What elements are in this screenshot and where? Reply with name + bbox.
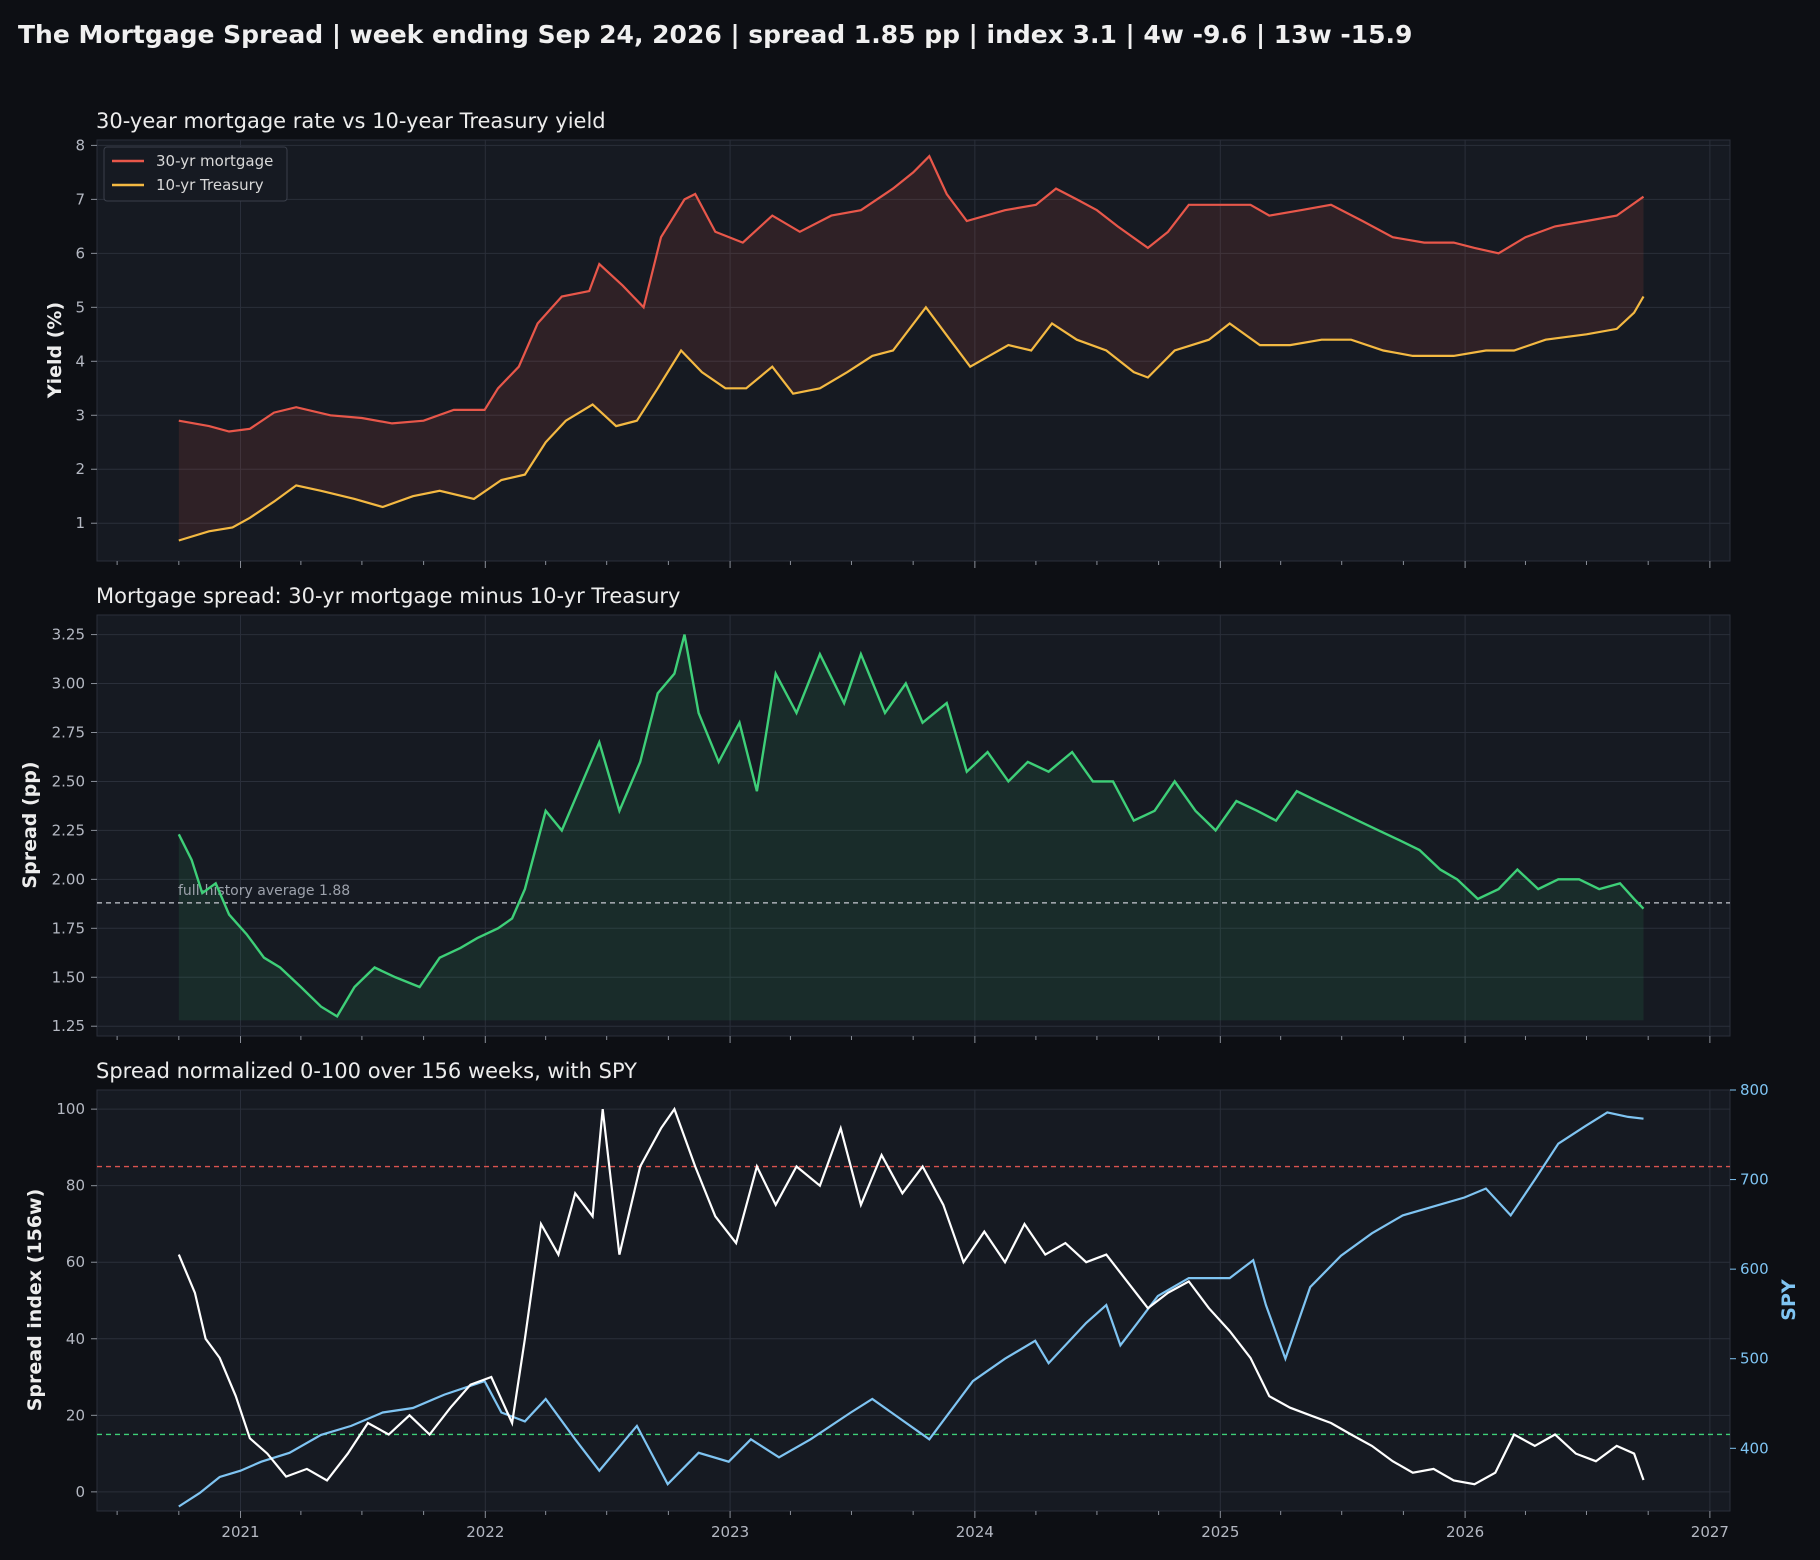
spread-y-tick-label: 2.50	[52, 772, 85, 790]
spread-panel-title: Mortgage spread: 30-yr mortgage minus 10…	[96, 584, 680, 608]
figure-title: The Mortgage Spread | week ending Sep 24…	[18, 20, 1412, 49]
yield-x-ticks	[116, 561, 1711, 568]
yield-gap-fill	[178, 156, 1644, 541]
legend-label-treasury: 10-yr Treasury	[156, 176, 264, 194]
x-tick-label-2025: 2025	[1201, 1523, 1239, 1541]
spread-line	[177, 634, 1645, 1019]
x-tick-label-2026: 2026	[1446, 1523, 1484, 1541]
yield-gap-area	[178, 156, 1644, 541]
spread-plot-area	[96, 614, 1731, 1037]
yield-series	[178, 154, 1645, 542]
yield-y-tick-label: 6	[75, 244, 85, 262]
yield-panel-title: 30-year mortgage rate vs 10-year Treasur…	[96, 109, 606, 133]
yield-legend: 30-yr mortgage 10-yr Treasury	[103, 146, 288, 202]
index-y-ticks: 0 20 40 60 80 100	[56, 1100, 97, 1501]
yield-y-tick-label: 1	[75, 514, 85, 532]
spy-y-axis-label: SPY	[1778, 1279, 1800, 1321]
yield-y-tick-label: 3	[75, 406, 85, 424]
spy-line	[178, 1111, 1644, 1508]
x-tick-label-2024: 2024	[956, 1523, 994, 1541]
yield-y-tick-label: 7	[75, 190, 85, 208]
index-thresholds	[97, 1165, 1730, 1436]
spy-y-tick-label: 600	[1740, 1260, 1769, 1278]
spread-area	[178, 634, 1644, 1021]
spy-y-tick-label: 700	[1740, 1171, 1769, 1189]
spread-y-tick-label: 1.25	[52, 1017, 85, 1035]
x-tick-label-2023: 2023	[711, 1523, 749, 1541]
yield-legend-box	[103, 146, 288, 202]
yield-panel: 30-year mortgage rate vs 10-year Treasur…	[44, 109, 1731, 568]
spy-y-ticks: 400 500 600 700 800	[1730, 1081, 1769, 1457]
yield-y-tick-label: 8	[75, 136, 85, 154]
index-y-tick-label: 0	[75, 1483, 85, 1501]
index-panel-title: Spread normalized 0-100 over 156 weeks, …	[96, 1059, 637, 1083]
index-y-tick-label: 100	[56, 1100, 85, 1118]
yield-plot-area	[96, 139, 1731, 562]
index-series	[177, 1106, 1645, 1508]
yield-y-ticks: 1 2 3 4 5 6 7 8	[75, 136, 97, 532]
yield-y-tick-label: 2	[75, 460, 85, 478]
mortgage-line	[178, 154, 1645, 433]
spread-y-tick-label: 2.00	[52, 870, 85, 888]
spy-y-tick-label: 800	[1740, 1081, 1769, 1099]
spy-y-tick-label: 500	[1740, 1350, 1769, 1368]
spy-y-tick-label: 400	[1740, 1439, 1769, 1457]
x-tick-label-2022: 2022	[466, 1523, 504, 1541]
spread-y-axis-label: Spread (pp)	[19, 761, 41, 888]
spread-grid	[97, 615, 1730, 1036]
x-tick-label-2021: 2021	[221, 1523, 259, 1541]
spread-y-tick-label: 3.00	[52, 675, 85, 693]
spread-y-tick-label: 1.50	[52, 968, 85, 986]
spread-y-tick-label: 2.25	[52, 821, 85, 839]
yield-y-tick-label: 5	[75, 298, 85, 316]
yield-grid	[97, 140, 1730, 561]
index-y-tick-label: 60	[66, 1253, 85, 1271]
spread-y-tick-label: 1.75	[52, 919, 85, 937]
x-tick-label-2027: 2027	[1691, 1523, 1729, 1541]
treasury-line	[178, 295, 1645, 542]
yield-y-tick-label: 4	[75, 352, 85, 370]
spread-panel: Mortgage spread: 30-yr mortgage minus 10…	[19, 584, 1731, 1043]
index-y-tick-label: 80	[66, 1177, 85, 1195]
legend-label-mortgage: 30-yr mortgage	[156, 152, 273, 170]
index-plot-area	[96, 1089, 1731, 1512]
spread-index-line	[177, 1106, 1645, 1486]
index-y-tick-label: 40	[66, 1330, 85, 1348]
index-panel: Spread normalized 0-100 over 156 weeks, …	[24, 1059, 1800, 1541]
spread-area-fill	[178, 634, 1644, 1021]
spread-y-ticks: 1.25 1.50 1.75 2.00 2.25 2.50 2.75 3.00 3.25	[52, 626, 97, 1035]
index-y-axis-label: Spread index (156w)	[24, 1189, 46, 1412]
index-x-ticks: 2021 2022 2023 2024 2025 2026 2027	[116, 1511, 1729, 1541]
spread-series	[177, 634, 1645, 1019]
index-grid	[97, 1090, 1730, 1511]
index-y-tick-label: 20	[66, 1406, 85, 1424]
spread-y-tick-label: 3.25	[52, 626, 85, 644]
yield-y-axis-label: Yield (%)	[44, 302, 66, 399]
spread-x-ticks	[116, 1036, 1711, 1043]
spread-y-tick-label: 2.75	[52, 723, 85, 741]
